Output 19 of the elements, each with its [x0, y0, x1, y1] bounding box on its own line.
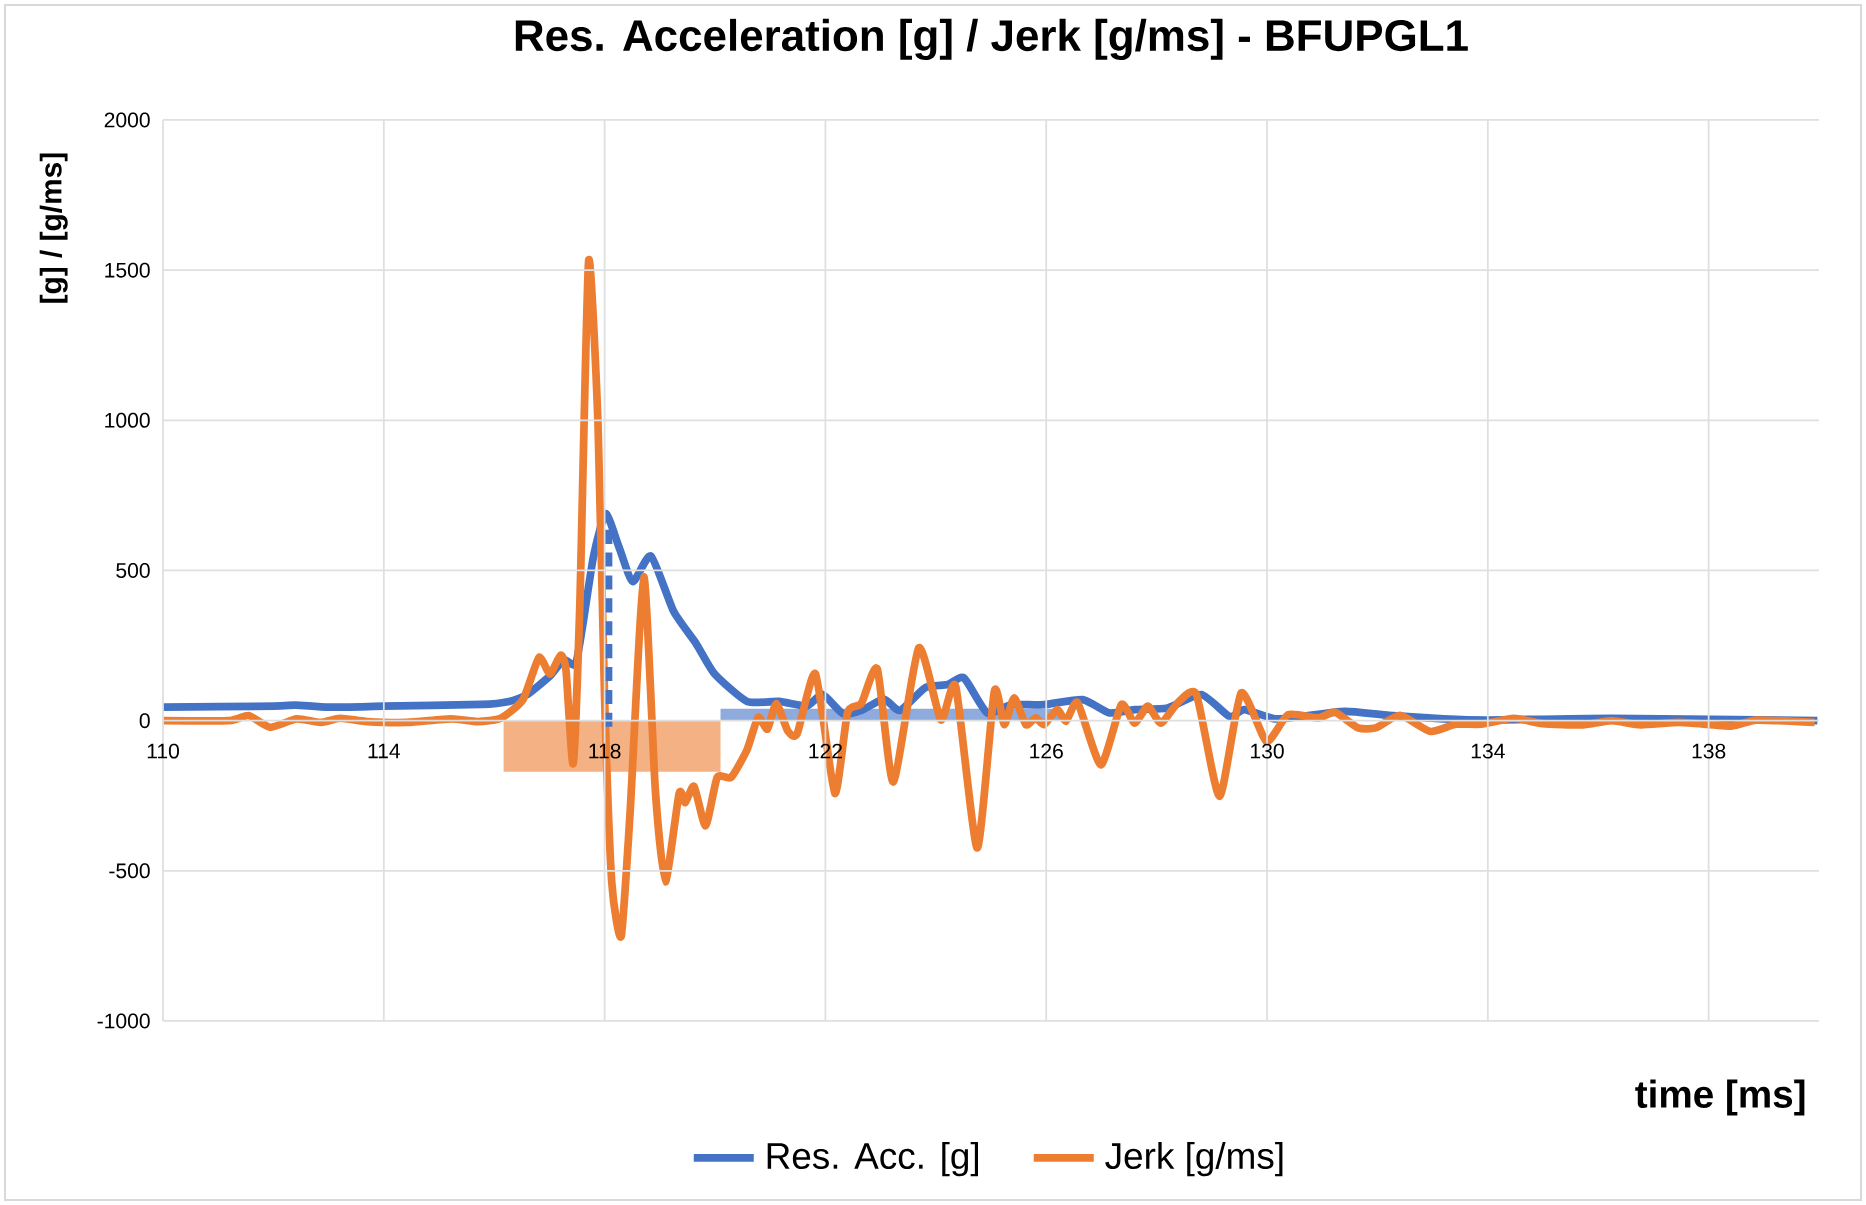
x-tick-label: 126	[1030, 743, 1063, 759]
x-tick-label: 138	[1692, 743, 1726, 759]
legend-label: Res. Acc. [g]	[767, 1141, 979, 1177]
y-tick-label: 0	[139, 713, 150, 729]
x-tick-label: 114	[368, 743, 401, 759]
x-tick-label: 118	[589, 743, 621, 759]
y-axis-title: [g] / [g/ms]	[39, 153, 68, 303]
y-tick-label: -1000	[97, 1013, 150, 1029]
legend-label: Jerk [g/ms]	[1105, 1141, 1283, 1177]
chart-title: Res. Acceleration [g] / Jerk [g/ms] - BFUPGL1	[515, 18, 1468, 61]
x-tick-label: 134	[1471, 743, 1505, 759]
y-tick-label: 1500	[105, 262, 150, 278]
x-axis-title: time [ms]	[1635, 1079, 1805, 1116]
y-tick-label: 2000	[104, 112, 150, 128]
x-tick-label: 110	[147, 743, 179, 759]
y-tick-label: 1000	[105, 412, 150, 428]
y-tick-label: 500	[116, 563, 150, 578]
y-tick-label: -500	[109, 863, 150, 879]
x-tick-label: 130	[1251, 743, 1284, 759]
